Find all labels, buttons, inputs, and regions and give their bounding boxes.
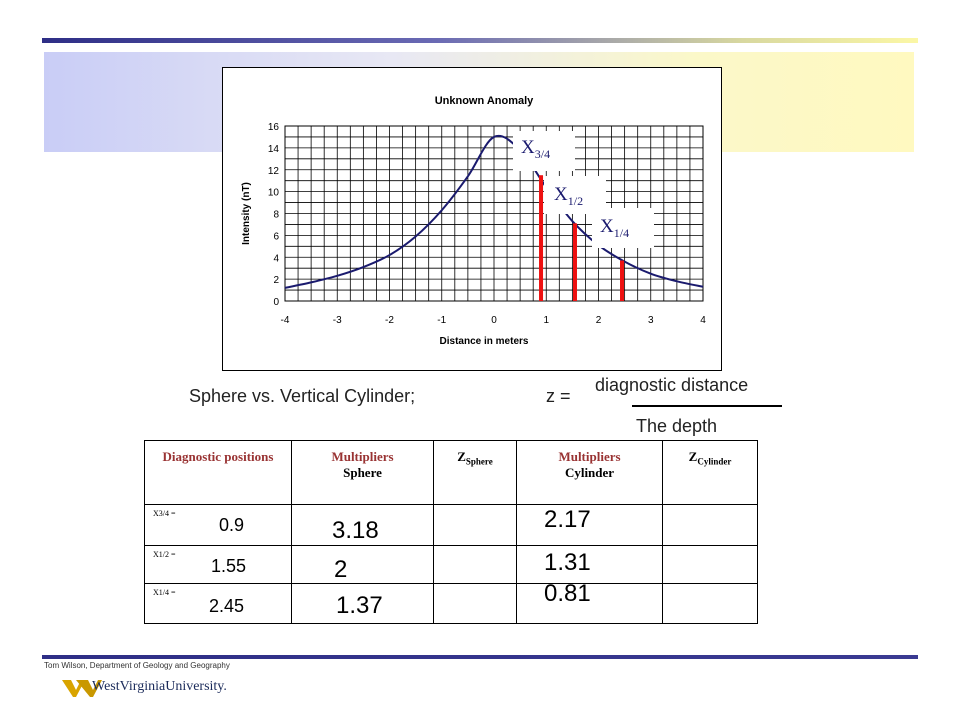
row-label: X1/2 =	[153, 550, 176, 559]
header-diagnostic: Diagnostic positions	[144, 440, 292, 505]
x-tick-label: 2	[596, 315, 602, 326]
table-header-row: Diagnostic positions Multipliers Sphere Z…	[144, 440, 758, 505]
sphere-multiplier: 1.37	[336, 592, 383, 619]
marker-label-x14: X1/4	[592, 208, 654, 248]
x-tick-label: 1	[543, 315, 549, 326]
sphere-multiplier: 3.18	[332, 517, 379, 544]
cylinder-multiplier: 2.17	[544, 506, 591, 533]
cylinder-multiplier: 1.31	[544, 549, 591, 576]
y-axis-label: Intensity (nT)	[241, 182, 252, 245]
position-value: 1.55	[211, 556, 247, 576]
position-value: 0.9	[219, 515, 245, 535]
fraction-bar	[632, 405, 782, 407]
table-row: X1/2 = 1.55 2 1.31	[144, 545, 758, 584]
x-tick-label: -4	[281, 315, 290, 326]
sphere-multiplier: 2	[334, 556, 348, 583]
wvu-logo: WestVirginiaUniversity.	[62, 677, 232, 704]
series-line	[284, 134, 704, 289]
x-tick-label: -2	[385, 315, 394, 326]
x-tick-label: -1	[437, 315, 446, 326]
header-z-sphere: ZSphere	[433, 440, 517, 505]
z-cylinder-cell	[662, 545, 758, 584]
marker-label-x12: X1/2	[544, 176, 606, 214]
diagnostic-marker-bar	[539, 175, 544, 301]
z-cylinder-cell	[662, 583, 758, 624]
position-value: 2.45	[209, 596, 245, 616]
z-cylinder-cell	[662, 504, 758, 546]
x-tick-label: 0	[491, 315, 497, 326]
equation-numerator: diagnostic distance	[595, 375, 749, 395]
y-tick-label: 2	[273, 275, 279, 286]
table-row: X1/4 = 2.45 1.37 0.81	[144, 580, 758, 624]
header-multipliers-cylinder: Multipliers Cylinder	[516, 440, 663, 505]
equation-prefix: Sphere vs. Vertical Cylinder;	[189, 386, 416, 406]
z-sphere-cell	[433, 504, 517, 546]
marker-label-x34: X3/4	[513, 131, 575, 171]
equation-z: z =	[546, 386, 571, 406]
header-z-cylinder: ZCylinder	[662, 440, 758, 505]
cylinder-multiplier: 0.81	[544, 580, 591, 607]
y-tick-label: 4	[273, 253, 279, 264]
wvu-logo-text: WestVirginiaUniversity.	[92, 679, 227, 694]
x-axis-label: Distance in meters	[440, 336, 529, 347]
header-multipliers-sphere: Multipliers Sphere	[291, 440, 434, 505]
row-label: X1/4 =	[153, 588, 176, 597]
y-tick-label: 8	[273, 210, 279, 221]
y-tick-label: 10	[268, 188, 280, 199]
x-tick-label: 3	[648, 315, 654, 326]
wvu-logo-mark-icon	[62, 680, 102, 697]
plot-area-border	[284, 125, 704, 302]
equation-denominator: The depth	[636, 416, 718, 436]
y-tick-label: 6	[273, 231, 279, 242]
footer-credit: Tom Wilson, Department of Geology and Ge…	[44, 661, 230, 670]
top-divider	[42, 38, 918, 43]
y-tick-label: 16	[268, 122, 280, 133]
diagnostic-marker-bar	[572, 223, 577, 301]
z-sphere-cell	[433, 583, 517, 624]
y-tick-label: 0	[273, 297, 279, 308]
y-tick-label: 14	[268, 144, 280, 155]
row-label: X3/4 =	[153, 509, 176, 518]
bottom-divider	[42, 655, 918, 659]
table-row: X3/4 = 0.9 3.18 2.17	[144, 504, 758, 546]
x-tick-label: 4	[700, 315, 706, 326]
diagnostic-marker-bar	[620, 260, 625, 301]
x-tick-label: -3	[333, 315, 342, 326]
z-sphere-cell	[433, 545, 517, 584]
chart-title: Unknown Anomaly	[435, 95, 534, 107]
multiplier-table: Diagnostic positions Multipliers Sphere Z…	[144, 440, 758, 624]
y-tick-label: 12	[268, 166, 280, 177]
